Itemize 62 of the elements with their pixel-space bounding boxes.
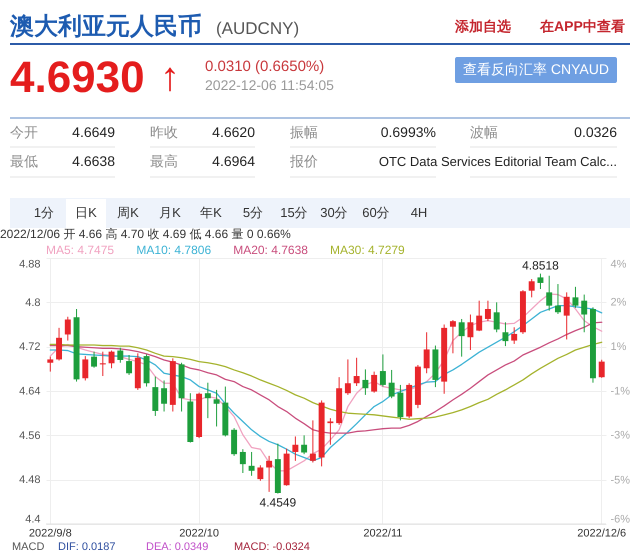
text: 添加自选 bbox=[454, 18, 511, 34]
text: 查看反向汇率 CNYAUD bbox=[463, 61, 609, 77]
x-tick-label: 2022/10 bbox=[179, 528, 219, 540]
y2-tick-label: -1% bbox=[610, 386, 630, 398]
text: ↑ bbox=[160, 55, 180, 99]
y-tick-label: 4.64 bbox=[19, 386, 40, 398]
text: 报价 bbox=[289, 153, 318, 169]
text: 昨收 bbox=[150, 124, 178, 140]
text: 2022/12/06 开 4.66 高 4.70 收 4.69 低 4.66 量 0 0.66% bbox=[0, 227, 292, 241]
text: 4.6620 bbox=[212, 124, 256, 140]
text: 4.6964 bbox=[212, 153, 256, 169]
text: 最高 bbox=[150, 153, 178, 169]
text: OTC Data Services Editorial Team Calc... bbox=[378, 154, 617, 169]
text: 2022-12-06 11:54:05 bbox=[205, 77, 334, 93]
text: DEA: 0.0349 bbox=[146, 541, 208, 553]
x-tick-label: 2022/12/6 bbox=[577, 528, 626, 540]
text: 波幅 bbox=[470, 124, 498, 140]
y2-tick-label: -5% bbox=[610, 474, 630, 486]
text: 15分 bbox=[280, 205, 308, 220]
text: 0.0326 bbox=[574, 124, 618, 140]
y2-tick-label: 4% bbox=[610, 258, 627, 270]
text: 0.6993% bbox=[380, 124, 436, 140]
text: 今开 bbox=[10, 124, 38, 140]
text: MA5: 4.7475 bbox=[46, 243, 114, 257]
text: 4H bbox=[410, 205, 428, 220]
x-tick-label: 2022/9/8 bbox=[28, 528, 72, 540]
text: 4.6638 bbox=[72, 153, 116, 169]
y-tick-label: 4.88 bbox=[19, 258, 40, 270]
annotation: 4.8518 bbox=[522, 258, 560, 273]
y2-tick-label: -6% bbox=[610, 514, 630, 526]
text: 澳大利亚元人民币 bbox=[9, 13, 202, 40]
text: MA10: 4.7806 bbox=[136, 243, 212, 257]
y-tick-label: 4.48 bbox=[19, 474, 40, 486]
text: 最低 bbox=[10, 153, 38, 169]
y-tick-label: 4.8 bbox=[25, 296, 40, 309]
text: 4.6930 bbox=[10, 53, 145, 102]
y-tick-label: 4.56 bbox=[19, 430, 40, 442]
text: 月K bbox=[159, 205, 182, 220]
text: 日K bbox=[75, 205, 98, 220]
text: 5分 bbox=[242, 205, 264, 220]
text: (AUDCNY) bbox=[216, 19, 300, 38]
y-tick-label: 4.72 bbox=[19, 341, 40, 354]
y2-tick-label: 1% bbox=[610, 340, 627, 353]
y2-tick-label: 2% bbox=[610, 296, 627, 309]
y-tick-label: 4.4 bbox=[25, 514, 40, 526]
text: MACD: -0.0324 bbox=[234, 541, 310, 553]
text: MA30: 4.7279 bbox=[330, 243, 406, 257]
text: 年K bbox=[200, 205, 222, 220]
y2-tick-label: -3% bbox=[610, 430, 630, 442]
text: MA20: 4.7638 bbox=[233, 243, 308, 257]
text: 周K bbox=[117, 205, 140, 220]
text: 1分 bbox=[34, 205, 54, 220]
text: 4.6649 bbox=[72, 124, 116, 140]
text: 60分 bbox=[362, 205, 390, 220]
text: DIF: 0.0187 bbox=[58, 541, 116, 553]
x-tick-label: 2022/11 bbox=[363, 528, 402, 540]
text: 在APP中查看 bbox=[539, 18, 625, 34]
text: MACD bbox=[12, 541, 44, 553]
text: 振幅 bbox=[290, 124, 318, 140]
annotation: 4.4549 bbox=[260, 496, 297, 510]
text: 30分 bbox=[320, 205, 348, 220]
text: 0.0310 (0.6650%) bbox=[205, 58, 324, 75]
